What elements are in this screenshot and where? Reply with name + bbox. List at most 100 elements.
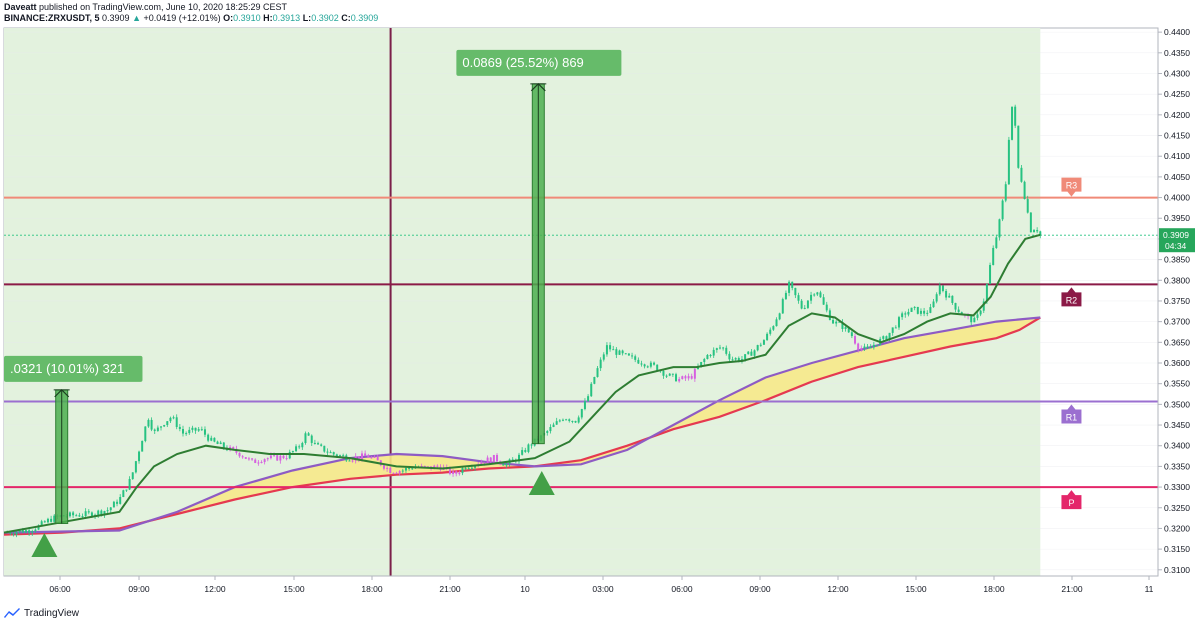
footer-brand[interactable]: TradingView xyxy=(24,607,80,619)
low-label: L: xyxy=(302,13,312,23)
tradingview-logo-icon[interactable] xyxy=(4,607,20,619)
candle-body xyxy=(100,510,103,515)
candle-body xyxy=(580,409,583,418)
price-tick-label: 0.3250 xyxy=(1164,503,1190,513)
candle-body xyxy=(116,501,119,504)
open-value: 0.3910 xyxy=(233,13,261,23)
candle-body xyxy=(722,347,725,349)
level-label-p: P xyxy=(1068,498,1074,508)
candle-body xyxy=(34,529,37,532)
candle-body xyxy=(50,518,53,522)
candle-body xyxy=(395,472,398,474)
price-tick-label: 0.4250 xyxy=(1164,89,1190,99)
price-tick-label: 0.4100 xyxy=(1164,151,1190,161)
price-tick-label: 0.3950 xyxy=(1164,213,1190,223)
buy-signal-triangle-icon xyxy=(31,532,58,557)
candle-body xyxy=(304,433,307,444)
candle-body xyxy=(715,348,718,350)
candle-body xyxy=(423,465,426,467)
candle-body xyxy=(398,471,401,474)
candle-body xyxy=(106,510,109,512)
candle-body xyxy=(244,457,247,459)
time-tick-label: 11 xyxy=(1145,584,1154,594)
candle-body xyxy=(518,454,521,462)
candle-body xyxy=(882,336,885,339)
candle-body xyxy=(612,349,615,351)
candle-body xyxy=(838,321,841,323)
candle-body xyxy=(323,445,326,452)
candle-body xyxy=(561,419,564,421)
candle-body xyxy=(634,356,637,360)
candle-body xyxy=(382,465,385,469)
candle-body xyxy=(411,468,414,470)
candle-body xyxy=(527,444,530,452)
candle-body xyxy=(803,307,806,309)
candle-body xyxy=(938,285,941,295)
candle-body xyxy=(828,310,831,320)
candle-body xyxy=(1029,212,1032,233)
candle-body xyxy=(590,383,593,397)
candle-body xyxy=(153,429,156,431)
candle-body xyxy=(709,354,712,356)
candle-body xyxy=(12,533,15,535)
measure-label-box-2 xyxy=(456,49,622,76)
candle-body xyxy=(134,461,137,473)
candle-body xyxy=(128,479,131,490)
candle-body xyxy=(718,347,721,349)
candle-body xyxy=(269,455,272,459)
candle-body xyxy=(470,467,473,469)
author-name[interactable]: Daveatt xyxy=(4,2,37,12)
high-value: 0.3913 xyxy=(272,13,301,23)
candle-body xyxy=(744,354,747,360)
last-price-badge-label: 0.3909 xyxy=(1163,230,1189,240)
candle-body xyxy=(712,349,715,356)
candle-body xyxy=(320,444,323,446)
candle-body xyxy=(505,463,508,466)
candle-body xyxy=(232,446,235,449)
candle-body xyxy=(219,442,222,445)
candle-body xyxy=(599,359,602,369)
candle-body xyxy=(875,344,878,346)
candle-body xyxy=(496,454,499,462)
candle-body xyxy=(251,458,254,460)
candle-body xyxy=(511,459,514,461)
candle-body xyxy=(816,292,819,295)
candle-body xyxy=(276,455,279,461)
candle-body xyxy=(897,317,900,328)
candle-body xyxy=(122,490,125,498)
candle-body xyxy=(216,441,219,445)
candle-body xyxy=(841,322,844,329)
candle-body xyxy=(266,458,269,460)
candle-body xyxy=(759,344,762,346)
candle-body xyxy=(995,237,998,248)
candle-body xyxy=(172,417,175,419)
candle-body xyxy=(697,366,700,370)
candle-body xyxy=(784,292,787,300)
measure-label-box-1 xyxy=(4,355,143,382)
candle-body xyxy=(24,530,27,533)
level-tag-p xyxy=(1061,490,1082,510)
candle-body xyxy=(571,420,574,422)
candle-body xyxy=(973,317,976,323)
candle-body xyxy=(18,530,21,533)
price-chart[interactable]: R3 R2 R1 P .0321 (10.01%) 321 0.0869 (25.52%)… xyxy=(0,26,1200,604)
measure-label-2: 0.0869 (25.52%) 869 xyxy=(462,55,583,70)
candle-body xyxy=(982,301,985,311)
candle-body xyxy=(43,521,46,523)
price-tick-label: 0.4350 xyxy=(1164,48,1190,58)
candle-body xyxy=(932,301,935,308)
price-tick-label: 0.3500 xyxy=(1164,399,1190,409)
candle-body xyxy=(160,426,163,428)
time-tick-label: 15:00 xyxy=(905,584,927,594)
candle-body xyxy=(668,373,671,376)
candle-body xyxy=(408,468,411,470)
high-label: H: xyxy=(263,13,273,23)
candle-body xyxy=(800,300,803,309)
candle-body xyxy=(203,429,206,435)
candle-body xyxy=(222,442,225,448)
candle-body xyxy=(166,421,169,426)
candle-body xyxy=(747,351,750,355)
candle-body xyxy=(46,518,49,523)
candle-body xyxy=(373,456,376,458)
candle-body xyxy=(857,343,860,350)
